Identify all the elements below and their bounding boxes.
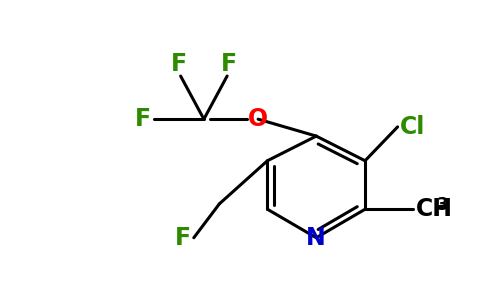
Text: F: F	[171, 52, 187, 76]
Text: Cl: Cl	[400, 115, 425, 139]
Text: F: F	[135, 107, 151, 131]
Text: CH: CH	[415, 197, 453, 221]
Text: O: O	[248, 107, 268, 131]
Text: 3: 3	[437, 196, 449, 214]
Text: N: N	[306, 226, 326, 250]
Text: F: F	[221, 52, 237, 76]
Text: F: F	[175, 226, 192, 250]
